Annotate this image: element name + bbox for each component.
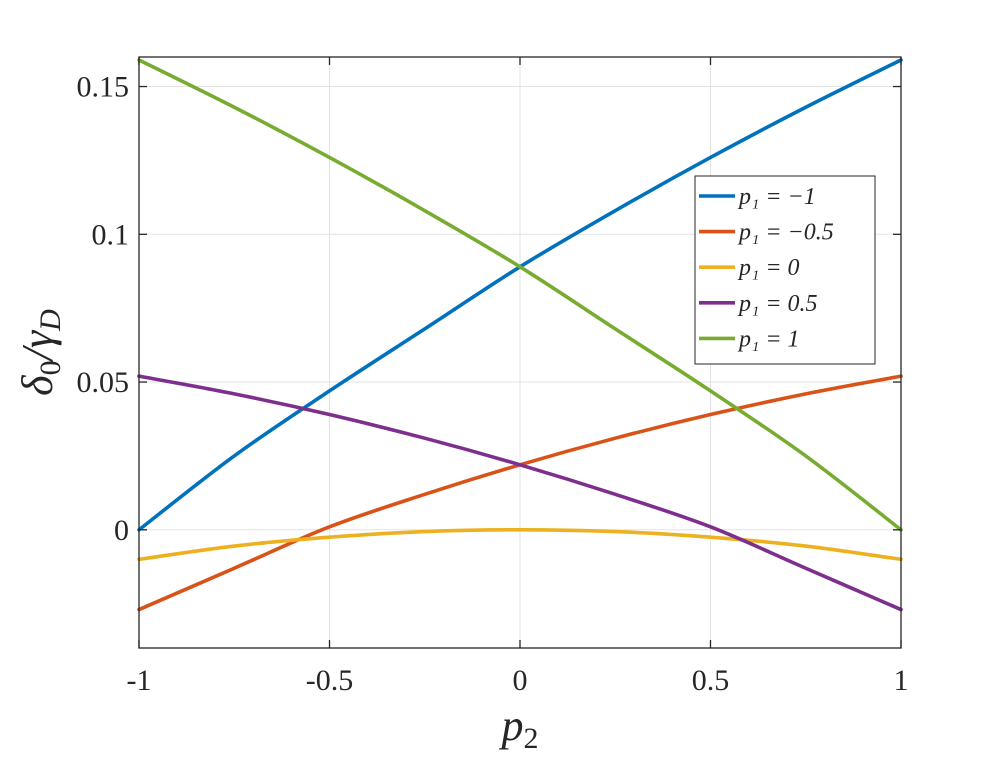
series-line-2: [137, 528, 903, 562]
legend-label-4: p₁ = 1: [737, 326, 800, 352]
x-tick-label: -1: [127, 664, 152, 697]
legend-label-1: p₁ = −0.5: [737, 220, 834, 246]
series-lines: [137, 58, 903, 612]
x-tick-label: -0.5: [306, 664, 354, 697]
x-tick-label: 1: [894, 664, 909, 697]
y-tick-label: 0: [114, 514, 129, 547]
y-tick-label: 0.1: [92, 218, 130, 251]
legend: p₁ = −1 p₁ = −0.5 p₁ = 0 p₁ = 0.5 p₁ = 1: [694, 175, 876, 365]
x-tick-label: 0: [513, 664, 528, 697]
series-line-1: [137, 374, 903, 612]
legend-box: [694, 175, 876, 365]
axis-ticks: -1 -0.5 0 0.5 1 0 0.05 0.1 0.15: [77, 57, 909, 697]
y-tick-label: 0.15: [77, 71, 130, 104]
series-line-4: [137, 58, 903, 532]
legend-label-3: p₁ = 0.5: [737, 291, 818, 317]
x-axis-label: p2: [499, 701, 539, 755]
series-line-3: [137, 374, 903, 612]
y-axis-label: δ0/γD: [13, 309, 67, 396]
x-tick-label: 0.5: [692, 664, 730, 697]
y-tick-label: 0.05: [77, 366, 130, 399]
legend-label-0: p₁ = −1: [737, 184, 816, 210]
legend-label-2: p₁ = 0: [737, 255, 800, 281]
